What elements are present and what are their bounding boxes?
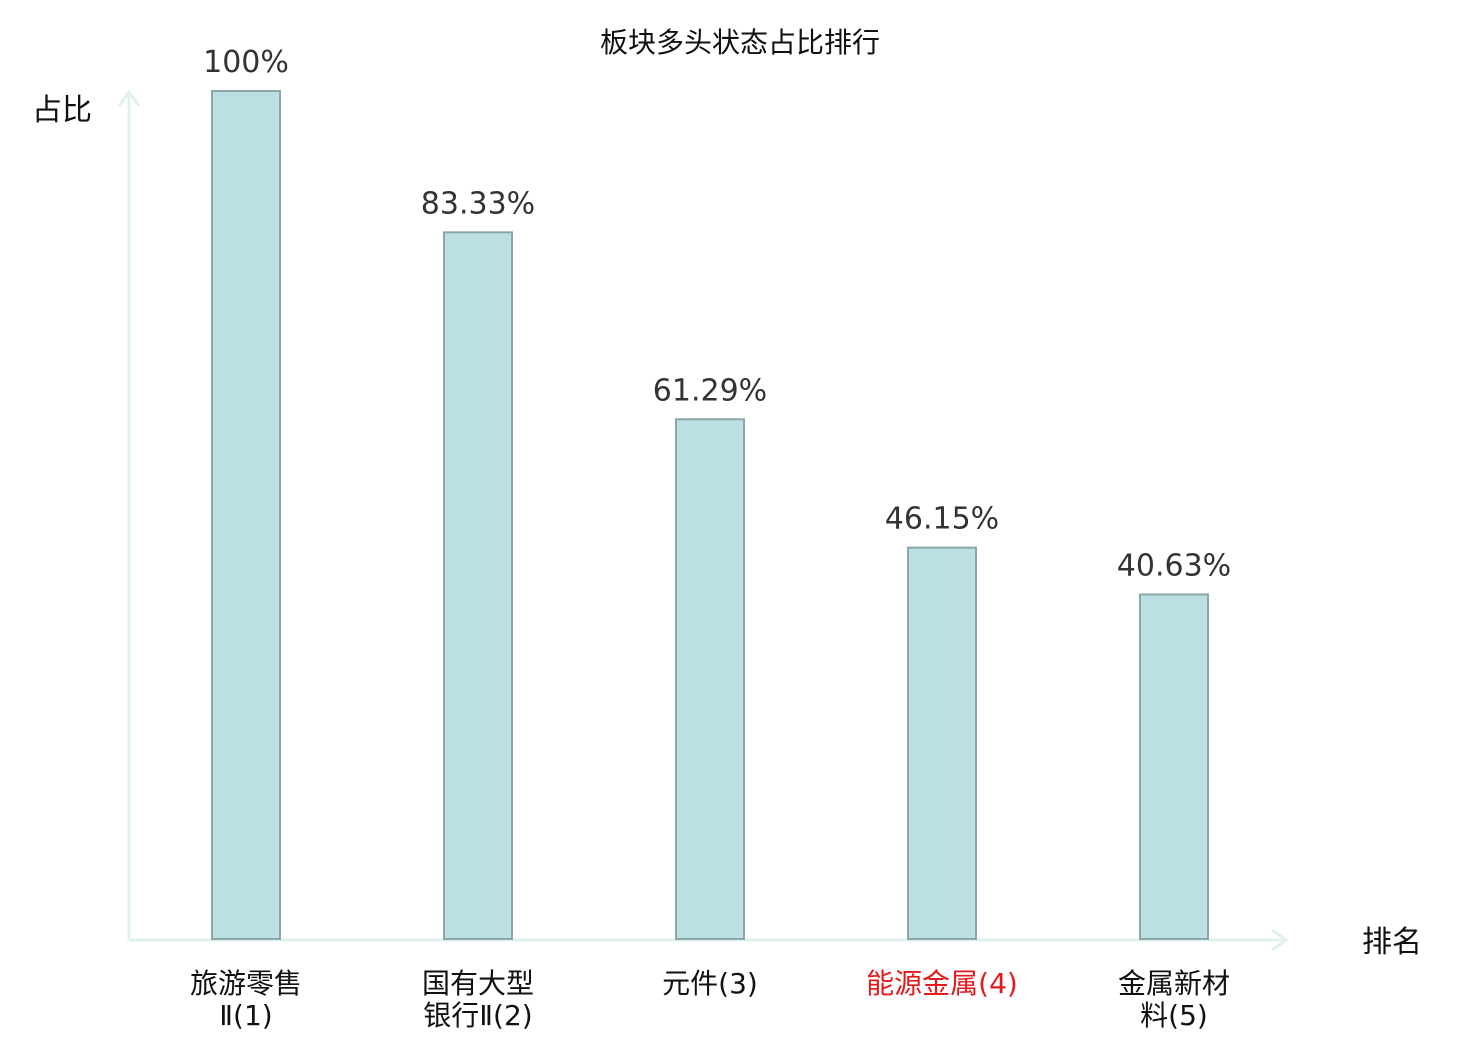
category-label-4-line-1: 能源金属(4) (866, 967, 1018, 1000)
value-label-3: 61.29% (653, 373, 767, 408)
bar-5 (1139, 593, 1209, 940)
category-label-2-line-1: 国有大型 (422, 967, 534, 1000)
category-label-1-line-1: 旅游零售 (190, 967, 302, 1000)
axes (117, 89, 1289, 952)
value-label-5: 40.63% (1117, 548, 1231, 583)
y-axis-arrow (117, 89, 141, 107)
category-label-5-line-1: 金属新材 (1118, 967, 1230, 1000)
category-label-1-line-2: Ⅱ(1) (219, 999, 272, 1032)
category-label-2-line-2: 银行Ⅱ(2) (423, 999, 532, 1032)
value-label-1: 100% (203, 45, 289, 80)
bar-2 (443, 231, 513, 941)
category-label-5-line-2: 料(5) (1140, 999, 1208, 1032)
value-label-2: 83.33% (421, 186, 535, 221)
chart-title: 板块多头状态占比排行 (600, 26, 880, 59)
x-axis-arrow (1271, 928, 1289, 952)
y-axis-label: 占比 (32, 93, 92, 128)
value-label-4: 46.15% (885, 502, 999, 537)
x-axis-label: 排名 (1362, 925, 1422, 960)
bar-3 (675, 418, 745, 940)
bar-4 (907, 546, 977, 940)
bars-group (211, 90, 1209, 941)
bar-1 (211, 90, 281, 940)
category-label-3-line-1: 元件(3) (662, 967, 758, 1000)
